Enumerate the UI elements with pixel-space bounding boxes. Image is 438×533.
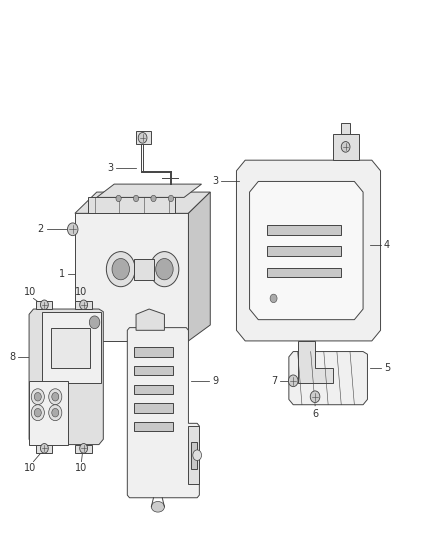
Circle shape [270, 294, 277, 303]
Bar [267, 268, 341, 277]
Circle shape [155, 259, 173, 280]
Text: 2: 2 [37, 224, 43, 235]
Circle shape [31, 389, 44, 405]
Circle shape [89, 316, 100, 329]
Text: 10: 10 [75, 287, 88, 297]
Circle shape [193, 450, 201, 461]
Circle shape [34, 408, 41, 417]
Text: 5: 5 [384, 362, 390, 373]
Circle shape [31, 405, 44, 421]
Bar [134, 422, 173, 431]
Circle shape [40, 300, 48, 310]
Circle shape [116, 195, 121, 201]
Bar [134, 366, 173, 375]
Polygon shape [36, 301, 52, 309]
Text: 9: 9 [212, 376, 219, 386]
Polygon shape [332, 134, 359, 160]
Polygon shape [75, 445, 92, 453]
Text: 1: 1 [59, 270, 65, 279]
Bar [267, 225, 341, 235]
Circle shape [80, 300, 88, 310]
Circle shape [106, 252, 135, 287]
Polygon shape [75, 301, 92, 309]
Circle shape [34, 392, 41, 401]
Polygon shape [75, 213, 188, 341]
Polygon shape [136, 131, 151, 144]
Polygon shape [36, 445, 52, 453]
Text: 3: 3 [107, 163, 113, 173]
Bar [51, 328, 90, 368]
Polygon shape [297, 341, 332, 383]
Bar [267, 246, 341, 256]
Bar [134, 348, 173, 357]
Circle shape [80, 443, 88, 453]
Bar [134, 259, 153, 280]
Polygon shape [97, 184, 201, 197]
Circle shape [288, 375, 298, 386]
Text: 10: 10 [24, 463, 36, 473]
Polygon shape [136, 309, 164, 330]
Polygon shape [42, 312, 101, 383]
Polygon shape [188, 426, 199, 484]
Circle shape [67, 223, 78, 236]
Circle shape [151, 195, 156, 201]
Ellipse shape [151, 502, 164, 512]
Polygon shape [29, 381, 68, 445]
Circle shape [49, 405, 62, 421]
Bar [134, 384, 173, 394]
Circle shape [150, 252, 179, 287]
Circle shape [112, 259, 130, 280]
Polygon shape [237, 160, 381, 341]
Polygon shape [341, 123, 350, 134]
Circle shape [52, 392, 59, 401]
Circle shape [134, 195, 139, 201]
Bar [191, 442, 197, 469]
Text: 7: 7 [271, 376, 277, 386]
Polygon shape [75, 192, 210, 213]
Circle shape [49, 389, 62, 405]
Circle shape [341, 142, 350, 152]
Circle shape [168, 195, 173, 201]
Text: 4: 4 [384, 240, 390, 250]
Bar [134, 403, 173, 413]
Circle shape [310, 391, 320, 402]
Polygon shape [289, 352, 367, 405]
Text: 10: 10 [24, 287, 36, 297]
Text: 8: 8 [9, 352, 15, 362]
Circle shape [138, 133, 147, 143]
Text: 10: 10 [75, 463, 88, 473]
Text: 6: 6 [312, 409, 318, 419]
Polygon shape [188, 192, 210, 341]
Polygon shape [127, 328, 199, 498]
Polygon shape [250, 181, 363, 320]
Text: 3: 3 [212, 176, 218, 187]
Circle shape [40, 443, 48, 453]
Polygon shape [29, 309, 103, 445]
Circle shape [52, 408, 59, 417]
Polygon shape [88, 197, 175, 213]
